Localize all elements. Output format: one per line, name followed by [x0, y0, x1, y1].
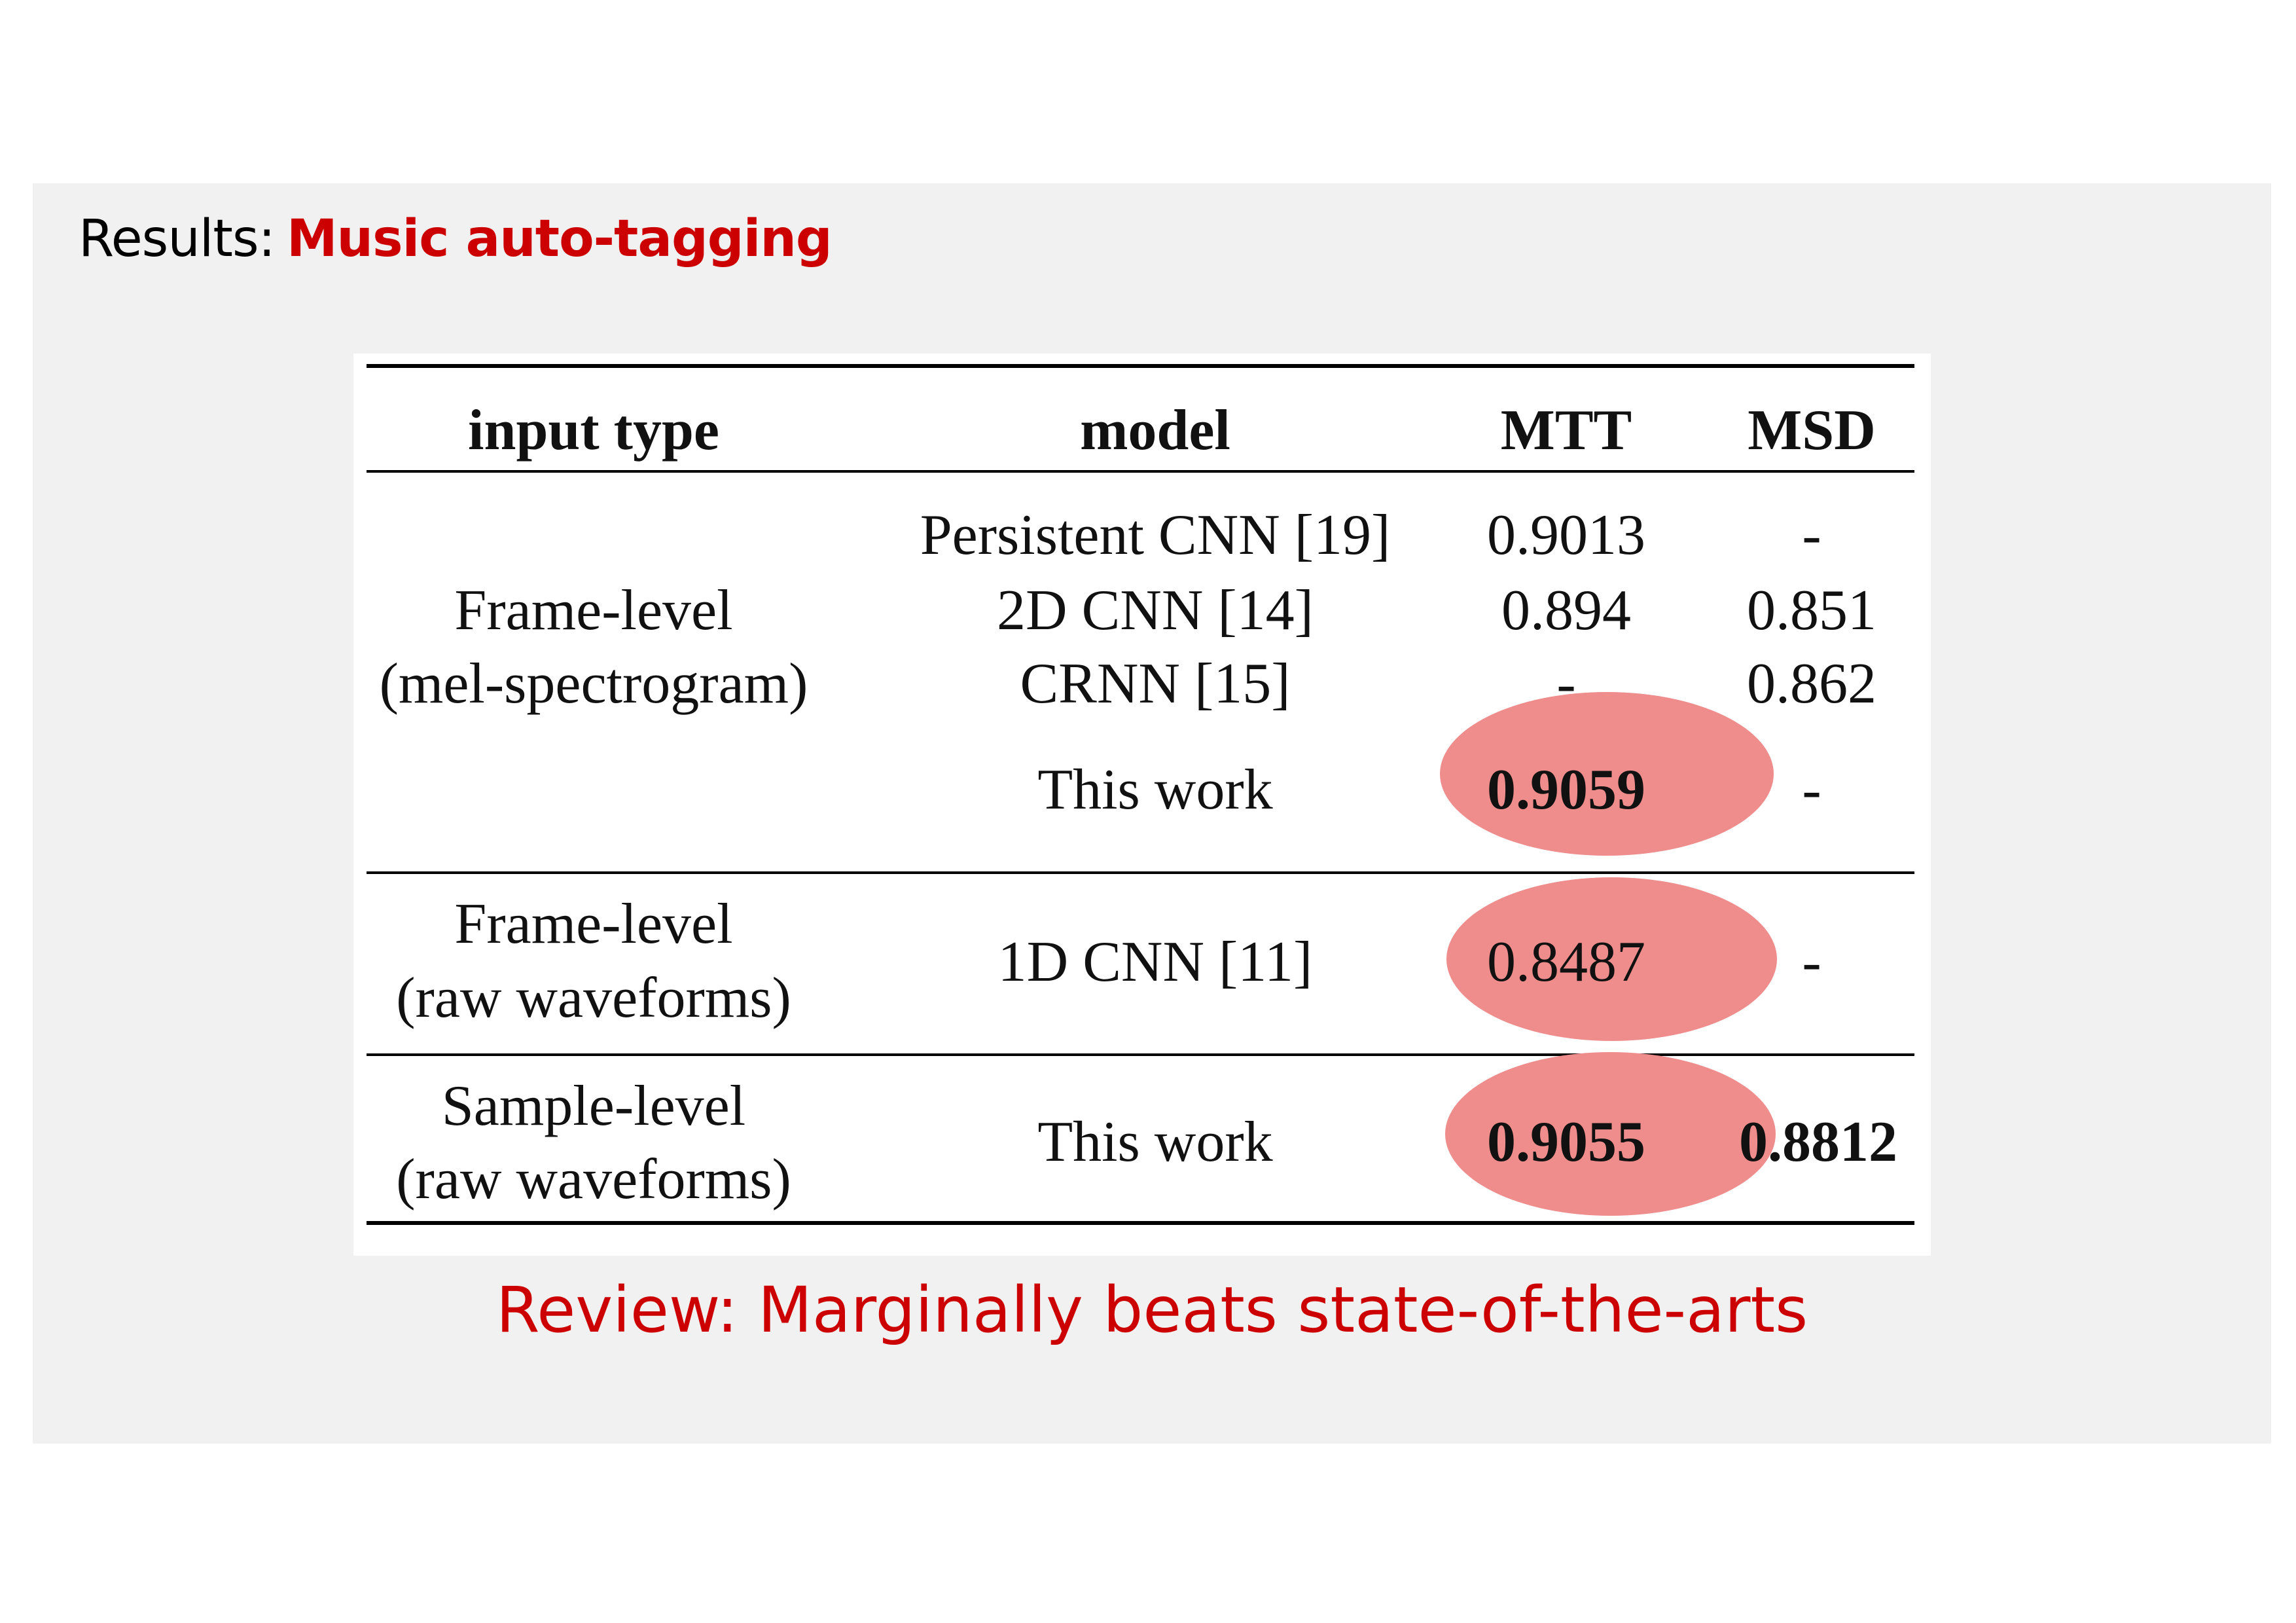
- results-table: input type model MTT MSD Frame-level (me…: [353, 354, 1931, 1256]
- highlight-ellipse-3: [1445, 1052, 1776, 1216]
- mtt-cell: 0.894: [1501, 579, 1631, 642]
- msd-cell: -: [1802, 503, 1821, 567]
- header-input-type: input type: [468, 399, 719, 462]
- model-cell: 2D CNN [14]: [997, 579, 1314, 642]
- model-cell: CRNN [15]: [1020, 652, 1291, 716]
- title-prefix: Results:: [79, 210, 276, 268]
- input-type-line: (raw waveforms): [396, 1148, 791, 1211]
- group-divider-2: [367, 1053, 1914, 1056]
- msd-cell: -: [1802, 758, 1821, 822]
- mtt-cell-highlighted: 0.8487: [1487, 930, 1645, 994]
- input-type-line: (raw waveforms): [396, 966, 791, 1030]
- input-type-line: (mel-spectrogram): [379, 652, 808, 716]
- title-topic: Music auto-tagging: [286, 210, 833, 268]
- highlight-ellipse-2: [1446, 877, 1777, 1041]
- mtt-cell-highlighted: 0.9059: [1487, 758, 1645, 822]
- table-bottom-rule: [367, 1221, 1914, 1225]
- review-text: Review: Marginally beats state-of-the-ar…: [495, 1273, 1808, 1347]
- mtt-cell: 0.9013: [1487, 503, 1645, 567]
- slide: Results: Music auto-tagging input type mo…: [33, 183, 2271, 1444]
- header-model: model: [1080, 399, 1230, 462]
- input-type-line: Frame-level: [454, 579, 733, 642]
- header-mtt: MTT: [1500, 399, 1632, 462]
- highlight-ellipse-1: [1440, 692, 1774, 856]
- msd-cell: -: [1802, 930, 1821, 994]
- model-cell: This work: [1037, 1110, 1273, 1174]
- msd-cell: 0.862: [1747, 652, 1876, 716]
- model-cell: This work: [1037, 758, 1273, 822]
- header-rule: [367, 470, 1914, 473]
- group-divider-1: [367, 871, 1914, 874]
- model-cell: Persistent CNN [19]: [920, 503, 1391, 567]
- model-cell: 1D CNN [11]: [997, 930, 1313, 994]
- slide-title: Results: Music auto-tagging: [79, 210, 833, 268]
- input-type-line: Sample-level: [441, 1074, 746, 1138]
- header-msd: MSD: [1748, 399, 1876, 462]
- mtt-cell-highlighted: 0.9055: [1487, 1110, 1645, 1174]
- msd-cell-bold: 0.8812: [1739, 1110, 1897, 1174]
- table-top-rule: [367, 364, 1914, 368]
- input-type-line: Frame-level: [454, 892, 733, 956]
- msd-cell: 0.851: [1747, 579, 1876, 642]
